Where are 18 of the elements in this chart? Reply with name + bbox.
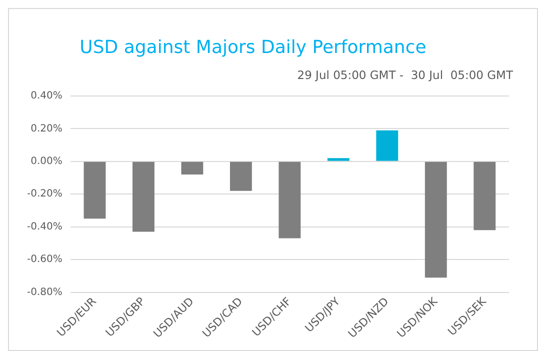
- bar: [132, 162, 154, 232]
- bar: [327, 158, 350, 161]
- bar: [474, 162, 496, 230]
- y-tick-label: 0.00%: [30, 156, 62, 168]
- bar: [230, 162, 252, 191]
- y-tick-label: -0.20%: [26, 188, 62, 200]
- y-tick-label: -0.60%: [26, 254, 62, 266]
- chart-title: USD against Majors Daily Performance: [78, 36, 428, 58]
- chart-subtitle: 29 Jul 05:00 GMT - 30 Jul 05:00 GMT: [296, 68, 514, 82]
- bar: [278, 162, 301, 238]
- bar: [84, 162, 106, 219]
- y-tick-label: -0.80%: [26, 286, 62, 298]
- bar: [181, 162, 204, 175]
- bar: [424, 162, 447, 278]
- y-tick-label: 0.40%: [30, 90, 62, 102]
- y-tick-label: 0.20%: [30, 123, 62, 134]
- y-tick-label: -0.40%: [26, 221, 62, 232]
- bar: [376, 130, 398, 161]
